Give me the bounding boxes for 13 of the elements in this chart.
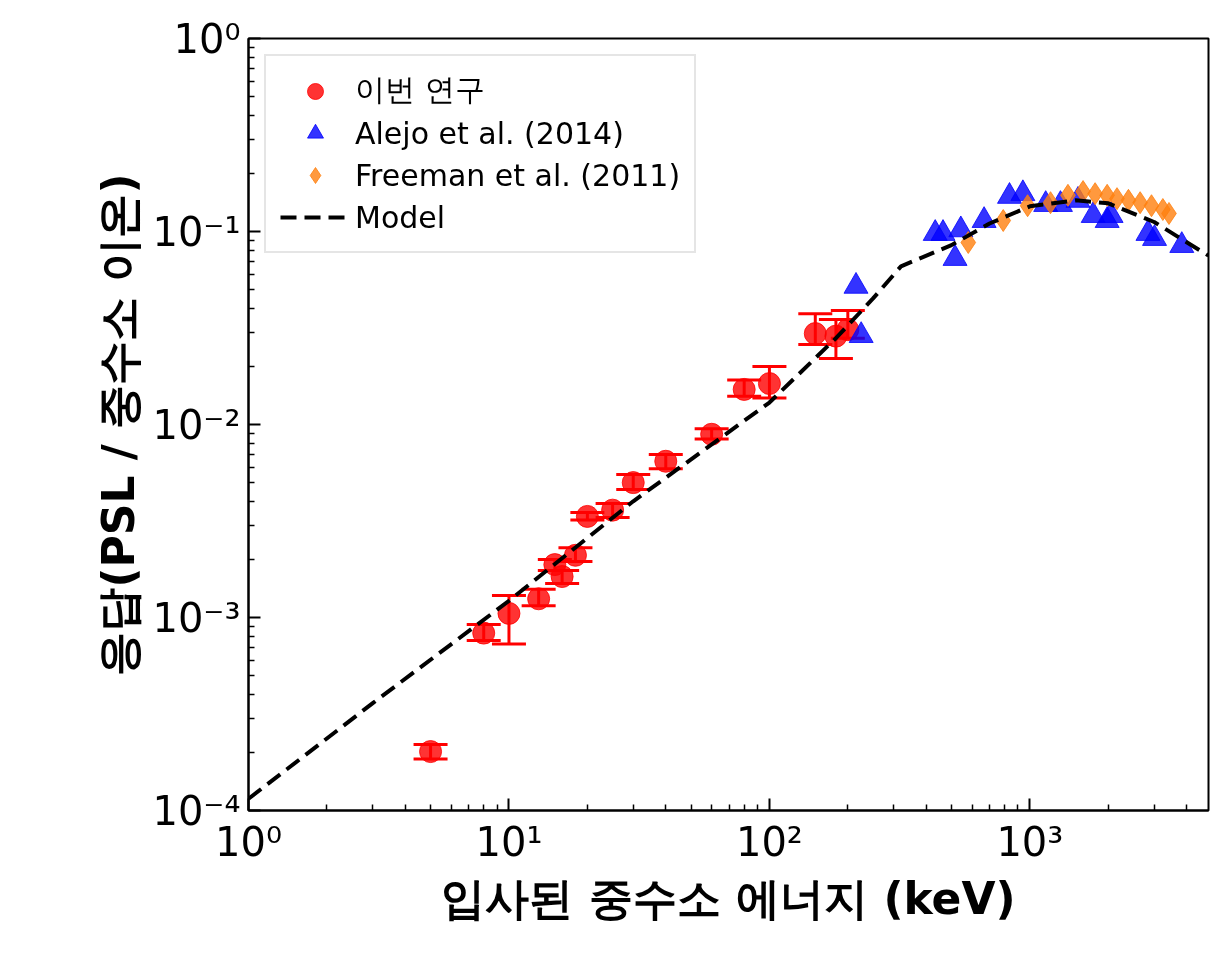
x-tick-label: 10² bbox=[735, 818, 803, 865]
y-tick-label: 10⁻¹ bbox=[152, 208, 241, 255]
legend-label: Model bbox=[355, 199, 446, 235]
y-tick-label: 10⁻² bbox=[152, 401, 241, 448]
legend-label: 이번 연구 bbox=[355, 71, 485, 109]
x-tick-label: 10¹ bbox=[475, 818, 543, 865]
legend-label: Alejo et al. (2014) bbox=[355, 115, 624, 151]
y-tick-label: 10⁰ bbox=[173, 15, 241, 62]
y-tick-label: 10⁻³ bbox=[152, 594, 241, 641]
x-axis-title: 입사된 중수소 에너지 (keV) bbox=[441, 872, 1016, 924]
legend-label: Freeman et al. (2011) bbox=[355, 157, 681, 193]
x-tick-label: 10³ bbox=[996, 818, 1064, 865]
y-axis-title: 응답(PSL / 중수소 이온) bbox=[93, 173, 145, 676]
